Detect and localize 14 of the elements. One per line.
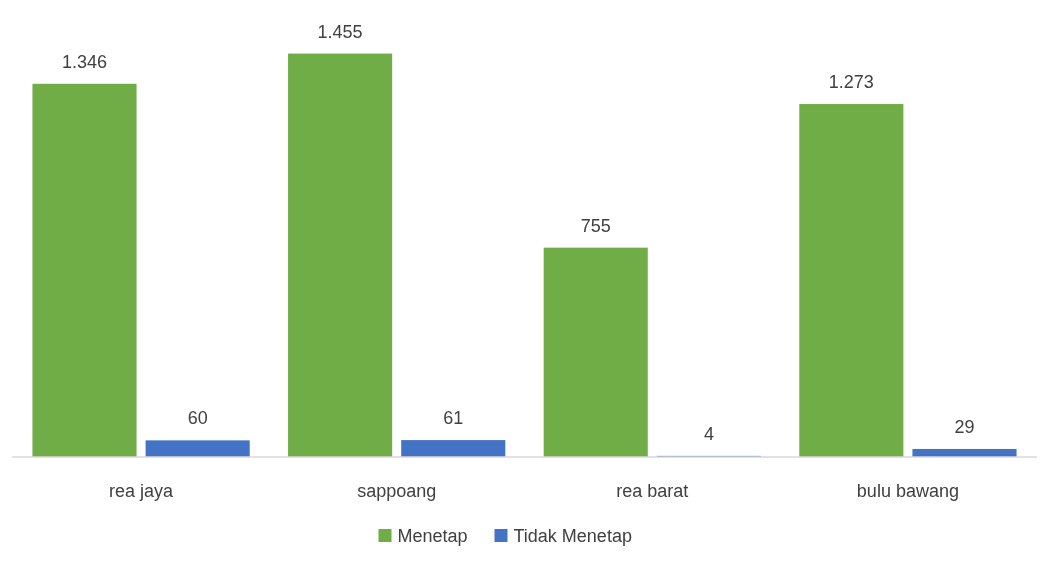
x-tick-label: sappoang xyxy=(357,481,437,501)
x-tick-label: rea jaya xyxy=(109,481,175,501)
data-label: 1.455 xyxy=(317,21,363,42)
x-tick-label: bulu bawang xyxy=(856,481,959,501)
legend-label: Menetap xyxy=(397,526,468,546)
data-label: 1.346 xyxy=(61,51,108,72)
legend-label: Tidak Menetap xyxy=(513,526,632,546)
data-label: 1.273 xyxy=(828,72,874,93)
data-label: 61 xyxy=(443,408,464,429)
data-label: 60 xyxy=(187,408,208,429)
x-tick-label: rea barat xyxy=(616,481,689,501)
data-label: 755 xyxy=(580,215,611,236)
data-label: 4 xyxy=(703,423,714,444)
data-label: 29 xyxy=(954,416,975,437)
